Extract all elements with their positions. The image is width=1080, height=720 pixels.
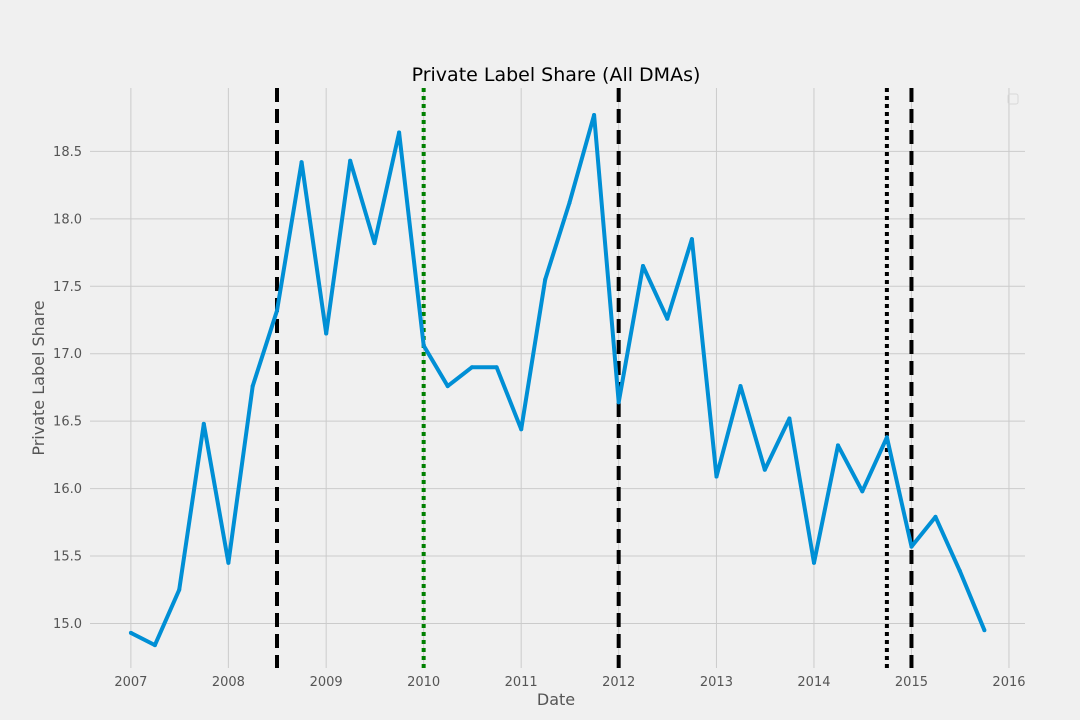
data-point (812, 560, 816, 565)
y-tick-label: 15.5 (53, 550, 82, 565)
series-layer (128, 113, 987, 648)
y-tick-label: 17.0 (53, 347, 82, 362)
data-point (957, 568, 962, 573)
x-tick-label: 2008 (212, 675, 245, 690)
y-tick-label: 16.0 (53, 482, 82, 497)
data-point (933, 514, 938, 519)
data-point (860, 489, 865, 494)
x-tick-label: 2009 (310, 675, 343, 690)
data-point (397, 130, 402, 135)
data-point (421, 343, 426, 348)
data-point (616, 400, 621, 405)
reference-lines (275, 88, 914, 668)
data-point (592, 113, 597, 117)
data-point (519, 427, 524, 432)
data-point (494, 365, 499, 370)
data-point (884, 435, 889, 440)
x-tick-label: 2015 (895, 675, 928, 690)
x-tick-label: 2013 (700, 675, 733, 690)
y-tick-label: 17.5 (53, 280, 82, 295)
data-point (470, 365, 474, 370)
grid-lines (90, 88, 1025, 668)
data-point (152, 643, 157, 648)
y-axis-ticks: 15.0 15.5 16.0 16.5 17.0 17.5 18.0 18.5 (53, 145, 82, 632)
data-point (324, 331, 329, 336)
y-tick-label: 18.0 (53, 212, 82, 227)
x-tick-label: 2016 (992, 675, 1025, 690)
data-point (445, 384, 450, 389)
data-point (567, 200, 572, 205)
data-point (226, 560, 231, 565)
x-axis-label: Date (537, 690, 575, 709)
y-axis-label: Private Label Share (29, 300, 48, 455)
data-point (665, 316, 670, 321)
y-tick-label: 16.5 (53, 415, 82, 430)
data-point (177, 587, 182, 592)
data-point (909, 544, 914, 549)
data-point (201, 421, 206, 426)
data-point (250, 384, 255, 389)
data-point (128, 630, 133, 635)
x-tick-label: 2010 (407, 675, 440, 690)
series-line (129, 113, 987, 648)
y-tick-label: 18.5 (53, 145, 82, 160)
data-point (348, 158, 353, 163)
data-point (275, 308, 279, 313)
data-point (714, 474, 719, 479)
data-point (787, 416, 792, 421)
data-point (762, 467, 767, 472)
x-tick-label: 2014 (797, 675, 830, 690)
x-tick-label: 2012 (602, 675, 635, 690)
x-axis-ticks: 2007 2008 2009 2010 2011 2012 2013 2014 2015 2016 (114, 675, 1025, 690)
data-point (738, 384, 743, 389)
data-point (543, 277, 548, 282)
y-tick-label: 15.0 (53, 617, 82, 632)
data-point (982, 628, 987, 633)
data-point (299, 160, 304, 165)
legend-box (1007, 93, 1019, 105)
data-point (372, 241, 377, 246)
data-point (641, 264, 645, 268)
x-tick-label: 2007 (114, 675, 147, 690)
chart-title: Private Label Share (All DMAs) (412, 64, 701, 86)
data-point (836, 443, 840, 448)
x-tick-label: 2011 (505, 675, 538, 690)
data-point (689, 237, 694, 242)
